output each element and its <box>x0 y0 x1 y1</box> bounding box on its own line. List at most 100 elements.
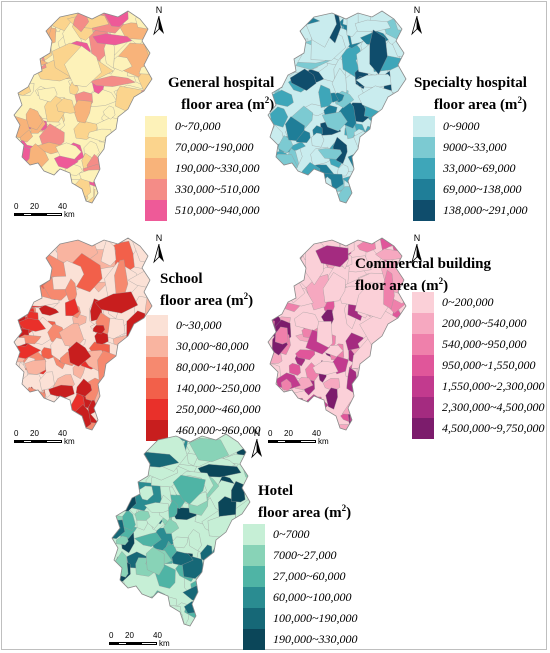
title-line-2: floor area (m2) <box>433 95 527 113</box>
legend-label: 100,000~190,000 <box>273 611 358 625</box>
scale-tick: 0 <box>14 429 19 438</box>
legend-swatch <box>146 357 168 378</box>
scale-segment <box>277 440 286 443</box>
scale-bar: 0 20 40 km <box>268 429 348 451</box>
legend-label: 330,000~510,000 <box>175 182 260 196</box>
north-label: N <box>253 428 261 438</box>
scale-unit: km <box>159 639 170 648</box>
scale-bar: 0 20 40 km <box>109 631 189 653</box>
scale-tick: 0 <box>14 202 19 211</box>
scale-segment <box>46 213 62 216</box>
north-label: N <box>413 233 421 243</box>
legend-label: 540,000~950,000 <box>442 337 527 351</box>
legend-swatch <box>412 292 434 313</box>
scale-unit: km <box>64 210 75 219</box>
north-arrow-icon: N <box>410 233 424 264</box>
legend-label: 950,000~1,550,000 <box>442 358 536 372</box>
scale-segment <box>46 440 62 443</box>
legend-swatch <box>145 179 167 200</box>
map-title: Hotel floor area (m2) <box>258 483 351 522</box>
legend-label: 190,000~330,000 <box>273 632 358 646</box>
legend-swatch <box>413 137 435 158</box>
legend-label: 0~9000 <box>443 119 480 133</box>
north-arrow-icon: N <box>410 5 424 36</box>
north-arrow-icon: N <box>152 233 166 264</box>
legend-swatch <box>413 200 435 221</box>
title-line-1: School <box>160 271 203 287</box>
title-line-2: floor area (m2) <box>160 291 254 309</box>
scale-tick: 40 <box>58 429 67 438</box>
north-arrow-icon: N <box>250 428 264 459</box>
north-arrow-icon: N <box>152 5 166 36</box>
scale-segment <box>286 440 300 443</box>
title-line-2: floor area (m2) <box>258 503 352 521</box>
legend-label: 1,550,000~2,300,000 <box>442 379 545 393</box>
choropleth-map <box>267 237 407 431</box>
legend-label: 190,000~330,000 <box>175 161 260 175</box>
legend-label: 0~200,000 <box>442 295 494 309</box>
legend-swatch <box>243 587 265 608</box>
legend-swatch <box>413 179 435 200</box>
legend-label: 4,500,000~9,750,000 <box>442 421 545 435</box>
map-title: School floor area (m2) <box>160 271 253 310</box>
scale-segment <box>32 213 46 216</box>
legend-label: 140,000~250,000 <box>176 381 261 395</box>
legend-swatch <box>146 315 168 336</box>
legend-label: 70,000~190,000 <box>175 140 254 154</box>
legend-label: 30,000~80,000 <box>176 339 249 353</box>
legend-swatch <box>146 378 168 399</box>
legend-label: 60,000~100,000 <box>273 590 352 604</box>
scale-segment <box>109 642 118 645</box>
scale-tick: 40 <box>312 429 321 438</box>
scale-tick: 20 <box>125 631 134 640</box>
legend-label: 9000~33,000 <box>443 140 507 154</box>
legend-swatch <box>145 137 167 158</box>
map-title: Commercial building floor area (m2) <box>355 256 491 295</box>
map-title: Specialty hospital floor area (m2) <box>414 75 527 114</box>
scale-segment <box>32 440 46 443</box>
legend-swatch <box>412 418 434 439</box>
legend-label: 69,000~138,000 <box>443 182 522 196</box>
scale-tick: 0 <box>268 429 273 438</box>
north-label: N <box>155 233 163 243</box>
legend-swatch <box>146 336 168 357</box>
choropleth-map <box>111 433 251 627</box>
legend-swatch <box>146 420 168 441</box>
choropleth-map <box>267 10 407 204</box>
scale-segment <box>268 440 277 443</box>
legend-label: 138,000~291,000 <box>443 203 528 217</box>
scale-tick: 40 <box>153 631 162 640</box>
scale-tick: 20 <box>284 429 293 438</box>
scale-unit: km <box>318 437 329 446</box>
legend-label: 80,000~140,000 <box>176 360 255 374</box>
title-line-1: Hotel <box>258 483 293 499</box>
choropleth-map <box>13 237 153 431</box>
legend-swatch <box>145 116 167 137</box>
scale-segment <box>300 440 316 443</box>
scale-tick: 40 <box>58 202 67 211</box>
scale-bar: 0 20 40 km <box>14 429 94 451</box>
legend-swatch <box>413 158 435 179</box>
legend-swatch <box>243 629 265 650</box>
legend-label: 460,000~960,000 <box>176 423 261 437</box>
map-title: General hospital floor area (m2) <box>168 75 274 114</box>
legend-swatch <box>146 399 168 420</box>
scale-segment <box>141 642 157 645</box>
north-label: N <box>155 5 163 15</box>
scale-tick: 20 <box>30 429 39 438</box>
legend-label: 250,000~460,000 <box>176 402 261 416</box>
legend-swatch <box>243 566 265 587</box>
title-line-1: Specialty hospital <box>414 75 527 91</box>
legend-label: 200,000~540,000 <box>442 316 527 330</box>
legend-swatch <box>412 334 434 355</box>
legend-swatch <box>243 545 265 566</box>
legend-label: 0~30,000 <box>176 318 222 332</box>
scale-bar: 0 20 40 km <box>14 202 94 224</box>
scale-segment <box>23 440 32 443</box>
scale-segment <box>23 213 32 216</box>
legend-label: 2,300,000~4,500,000 <box>442 400 545 414</box>
legend-label: 0~70,000 <box>175 119 221 133</box>
legend-label: 510,000~940,000 <box>175 203 260 217</box>
title-line-2: floor area (m2) <box>355 276 449 294</box>
